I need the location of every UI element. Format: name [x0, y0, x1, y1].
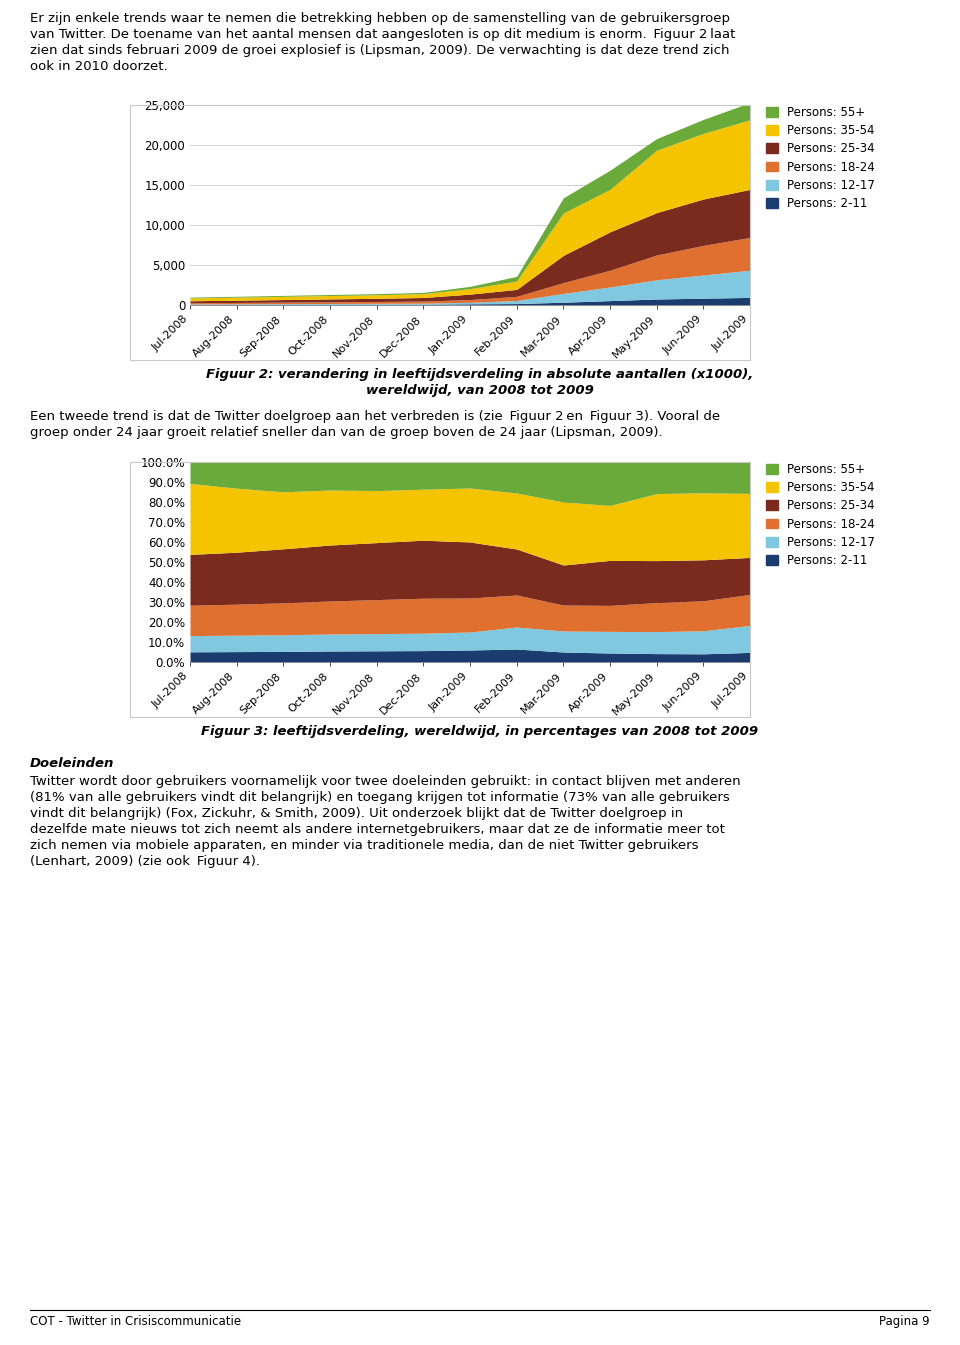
Legend: Persons: 55+, Persons: 35-54, Persons: 25-34, Persons: 18-24, Persons: 12-17, Pe: Persons: 55+, Persons: 35-54, Persons: 2… [761, 101, 879, 215]
Text: groep onder 24 jaar groeit relatief sneller dan van de groep boven de 24 jaar (L: groep onder 24 jaar groeit relatief snel… [30, 426, 662, 438]
Text: Twitter wordt door gebruikers voornamelijk voor twee doeleinden gebruikt: in con: Twitter wordt door gebruikers voornameli… [30, 775, 740, 788]
Text: Een tweede trend is dat de Twitter doelgroep aan het verbreden is (zie  Figuur 2: Een tweede trend is dat de Twitter doelg… [30, 410, 720, 422]
Text: wereldwijd, van 2008 tot 2009: wereldwijd, van 2008 tot 2009 [366, 385, 594, 397]
Text: zich nemen via mobiele apparaten, en minder via traditionele media, dan de niet : zich nemen via mobiele apparaten, en min… [30, 839, 699, 851]
Text: (Lenhart, 2009) (zie ook  Figuur 4).: (Lenhart, 2009) (zie ook Figuur 4). [30, 855, 260, 868]
Text: vindt dit belangrijk) (Fox, Zickuhr, & Smith, 2009). Uit onderzoek blijkt dat de: vindt dit belangrijk) (Fox, Zickuhr, & S… [30, 807, 684, 820]
Text: (81% van alle gebruikers vindt dit belangrijk) en toegang krijgen tot informatie: (81% van alle gebruikers vindt dit belan… [30, 791, 730, 804]
Text: ook in 2010 doorzet.: ook in 2010 doorzet. [30, 61, 168, 73]
Text: dezelfde mate nieuws tot zich neemt als andere internetgebruikers, maar dat ze d: dezelfde mate nieuws tot zich neemt als … [30, 823, 725, 837]
Text: Doeleinden: Doeleinden [30, 757, 114, 769]
Text: van Twitter. De toename van het aantal mensen dat aangesloten is op dit medium i: van Twitter. De toename van het aantal m… [30, 28, 735, 40]
Legend: Persons: 55+, Persons: 35-54, Persons: 25-34, Persons: 18-24, Persons: 12-17, Pe: Persons: 55+, Persons: 35-54, Persons: 2… [761, 459, 879, 572]
Text: Pagina 9: Pagina 9 [879, 1315, 930, 1328]
Text: Er zijn enkele trends waar te nemen die betrekking hebben op de samenstelling va: Er zijn enkele trends waar te nemen die … [30, 12, 730, 26]
Text: zien dat sinds februari 2009 de groei explosief is (Lipsman, 2009). De verwachti: zien dat sinds februari 2009 de groei ex… [30, 44, 730, 56]
Text: Figuur 3: leeftijdsverdeling, wereldwijd, in percentages van 2008 tot 2009: Figuur 3: leeftijdsverdeling, wereldwijd… [202, 725, 758, 738]
Text: Figuur 2: verandering in leeftijdsverdeling in absolute aantallen (x1000),: Figuur 2: verandering in leeftijdsverdel… [206, 369, 754, 381]
Text: COT - Twitter in Crisiscommunicatie: COT - Twitter in Crisiscommunicatie [30, 1315, 241, 1328]
